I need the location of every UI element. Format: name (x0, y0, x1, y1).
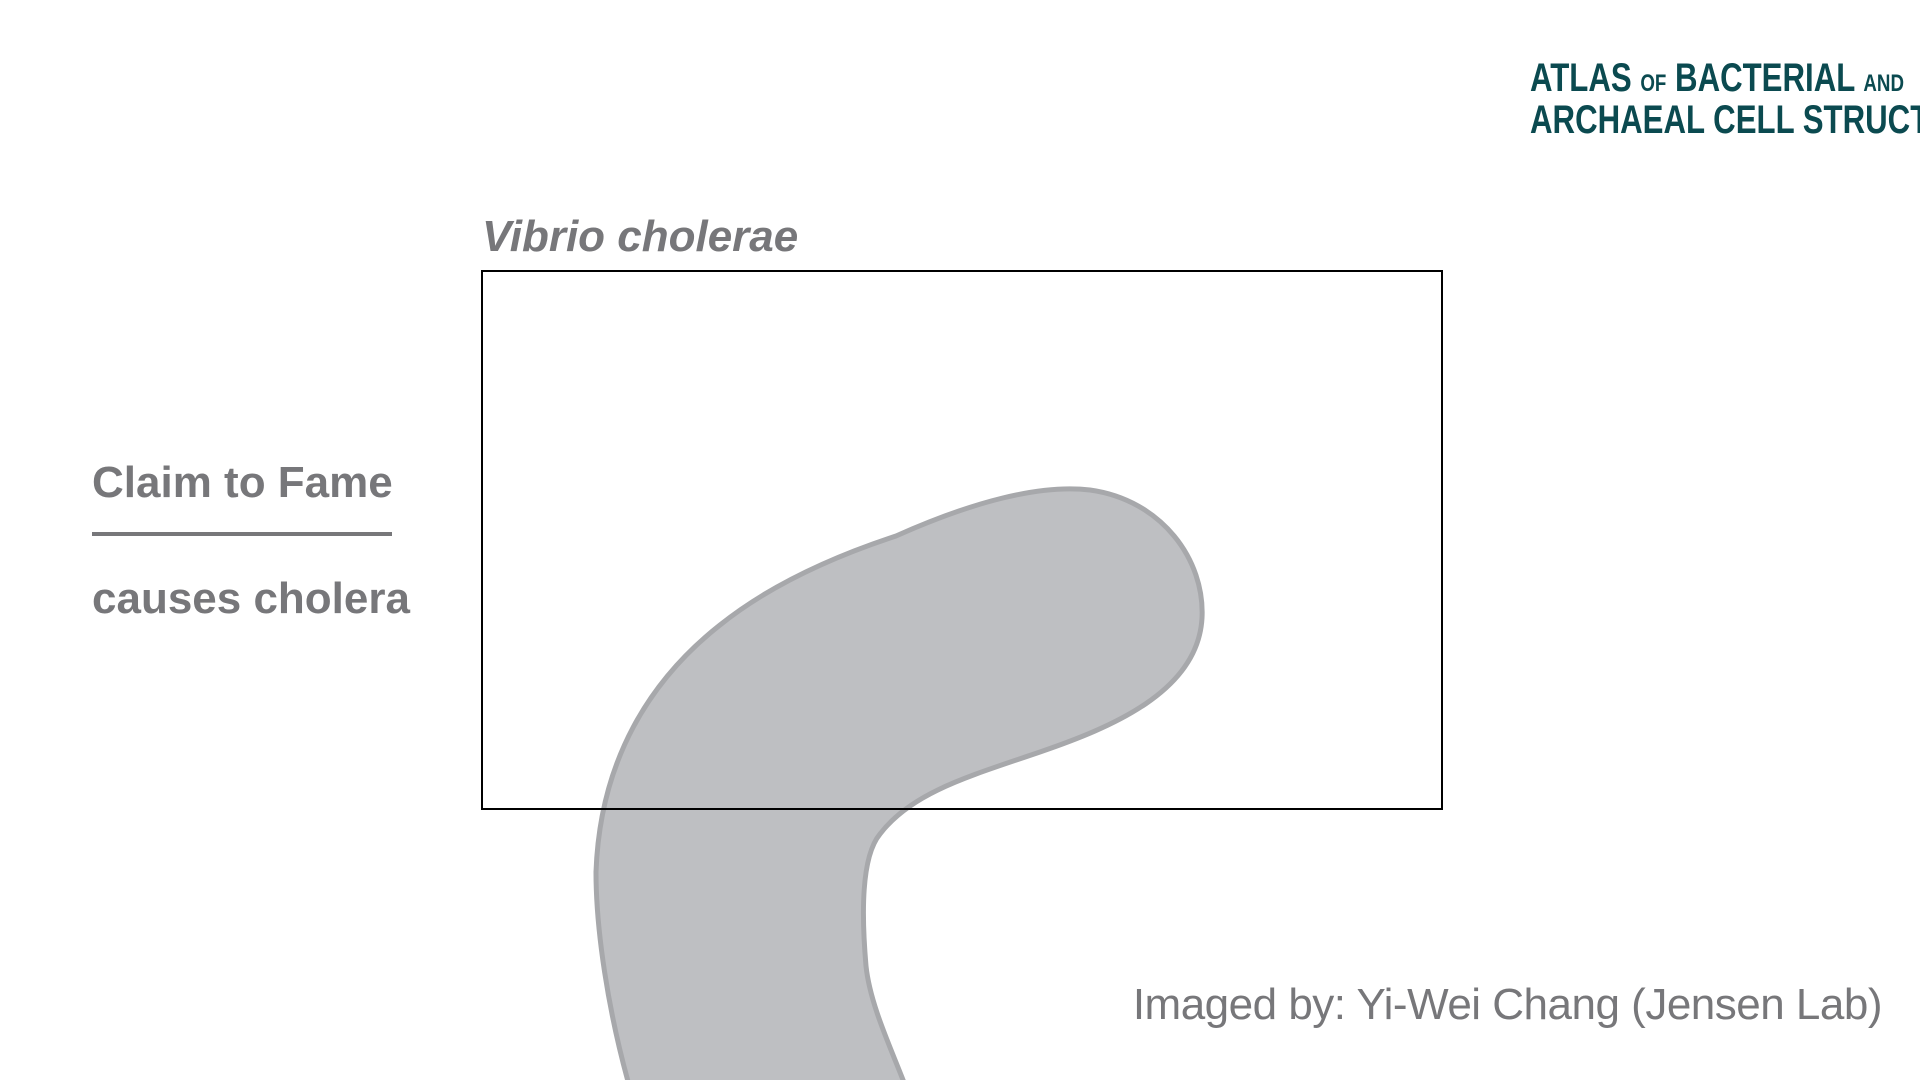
logo-word-and: and (1863, 70, 1904, 97)
imaged-by-credit: Imaged by: Yi-Wei Chang (Jensen Lab) (1132, 980, 1883, 1029)
logo-word-of: of (1640, 70, 1667, 97)
claim-divider (92, 532, 392, 536)
logo-word-atlas: Atlas (1530, 56, 1632, 100)
vibrio-cell-shape (593, 486, 1205, 1080)
logo-line-1: Atlas of Bacterial and (1530, 56, 1904, 100)
claim-to-fame-heading: Claim to Fame (92, 458, 393, 507)
image-frame (481, 270, 1443, 810)
logo-word-bacterial: Bacterial (1675, 56, 1855, 100)
claim-to-fame-text: causes cholera (92, 574, 410, 623)
organism-name: Vibrio cholerae (482, 212, 799, 261)
